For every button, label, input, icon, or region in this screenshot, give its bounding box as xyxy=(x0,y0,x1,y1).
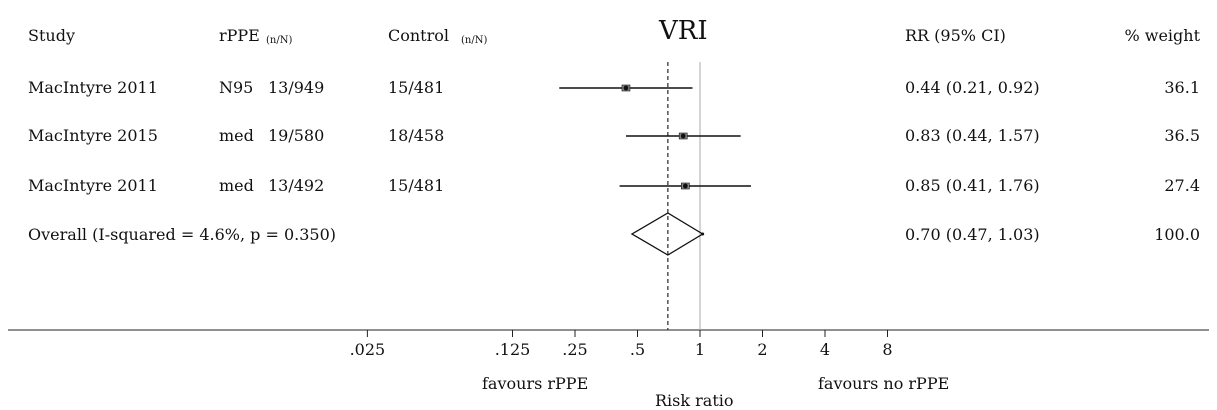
study-type: N95 xyxy=(219,78,254,97)
study-control: 15/481 xyxy=(388,78,445,97)
study-type: med xyxy=(219,176,254,195)
study-label: MacIntyre 2015 xyxy=(28,126,158,145)
study-type: med xyxy=(219,126,254,145)
study-label: MacIntyre 2011 xyxy=(28,176,158,195)
x-tick-label: .025 xyxy=(350,340,386,359)
x-tick-label: 4 xyxy=(820,340,830,359)
x-axis-label: Risk ratio xyxy=(655,391,734,410)
study-weight: 36.5 xyxy=(1164,126,1200,145)
x-tick-label: .25 xyxy=(562,340,587,359)
x-tick-label: 8 xyxy=(882,340,892,359)
overall-rr: 0.70 (0.47, 1.03) xyxy=(905,225,1040,244)
header-rppe-unit: (n/N) xyxy=(266,35,293,46)
study-control: 18/458 xyxy=(388,126,445,145)
overall-weight: 100.0 xyxy=(1154,225,1200,244)
study-label: MacIntyre 2011 xyxy=(28,78,158,97)
study-rppe: 19/580 xyxy=(268,126,325,145)
x-tick-label: 1 xyxy=(695,340,705,359)
overall-label: Overall (I-squared = 4.6%, p = 0.350) xyxy=(28,225,337,244)
header-control: Control xyxy=(388,26,450,45)
chart-title: VRI xyxy=(659,16,708,46)
study-rr: 0.83 (0.44, 1.57) xyxy=(905,126,1040,145)
header-control-unit: (n/N) xyxy=(461,35,488,46)
header-rr: RR (95% CI) xyxy=(905,26,1006,45)
point-estimate xyxy=(623,85,629,91)
study-weight: 36.1 xyxy=(1164,78,1200,97)
header-study: Study xyxy=(28,26,75,45)
overall-end-marker xyxy=(701,232,705,236)
point-estimate xyxy=(682,183,688,189)
x-tick-label: .5 xyxy=(630,340,645,359)
header-rppe: rPPE xyxy=(219,26,260,45)
study-rr: 0.44 (0.21, 0.92) xyxy=(905,78,1040,97)
favours-right-label: favours no rPPE xyxy=(818,374,950,393)
favours-left-label: favours rPPE xyxy=(482,374,589,393)
study-rr: 0.85 (0.41, 1.76) xyxy=(905,176,1040,195)
study-control: 15/481 xyxy=(388,176,445,195)
study-weight: 27.4 xyxy=(1164,176,1200,195)
study-rppe: 13/949 xyxy=(268,78,325,97)
x-tick-label: 2 xyxy=(757,340,767,359)
x-tick-label: .125 xyxy=(495,340,531,359)
point-estimate xyxy=(680,133,686,139)
study-rppe: 13/492 xyxy=(268,176,325,195)
header-weight: % weight xyxy=(1124,26,1200,45)
